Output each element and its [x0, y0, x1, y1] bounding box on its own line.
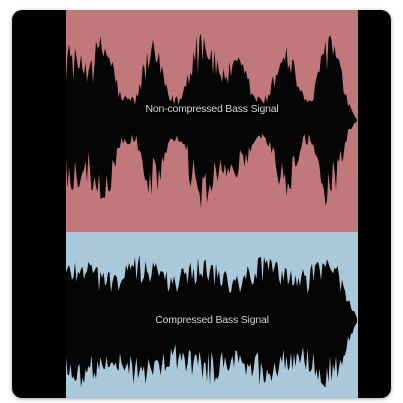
non-compressed-waveform: [66, 10, 358, 232]
non-compressed-label: Non-compressed Bass Signal: [145, 103, 279, 115]
non-compressed-panel: Non-compressed Bass Signal: [66, 10, 358, 232]
compressed-label: Compressed Bass Signal: [155, 314, 269, 326]
compressed-waveform: [66, 232, 358, 398]
compressed-panel: Compressed Bass Signal: [66, 232, 358, 398]
thumbnail-card[interactable]: Non-compressed Bass Signal Compressed Ba…: [12, 10, 391, 398]
